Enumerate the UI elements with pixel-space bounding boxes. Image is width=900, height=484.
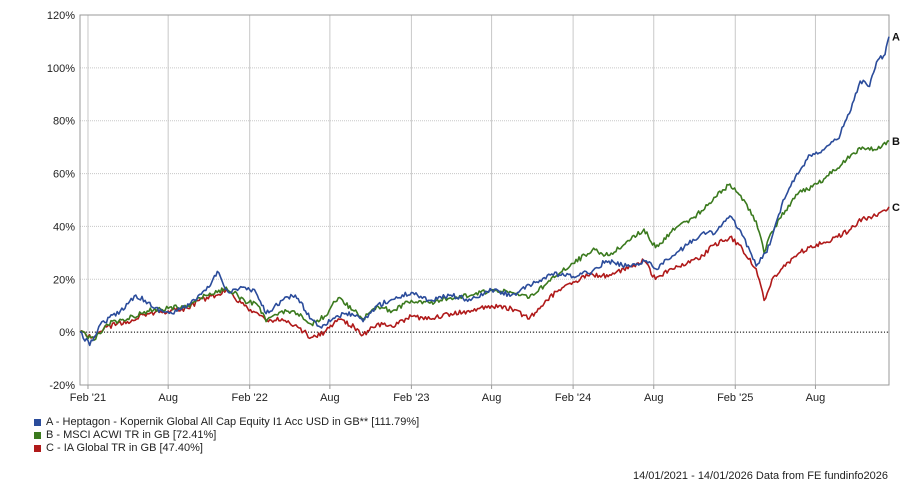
- series-line-a: [79, 36, 890, 347]
- x-tick-label: Aug: [482, 392, 502, 404]
- x-tick-label: Feb '21: [70, 392, 106, 404]
- footer-data-period: 14/01/2021 - 14/01/2026 Data from FE fun…: [632, 470, 888, 482]
- x-tick-label: Feb '25: [717, 392, 753, 404]
- x-tick-label: Feb '22: [232, 392, 268, 404]
- end-label-b: B: [892, 136, 900, 148]
- grid-lines: [80, 14, 889, 386]
- legend-swatch-c: [34, 445, 41, 452]
- x-tick-label: Feb '24: [555, 392, 591, 404]
- x-tick-label: Aug: [644, 392, 664, 404]
- x-axis: Feb '21 Aug Feb '22 Aug Feb '23 Aug Feb '24 Aug…: [70, 385, 825, 404]
- series-line-b: [79, 140, 890, 341]
- series-line-c: [79, 206, 890, 340]
- legend-label-c: C - IA Global TR in GB [47.40%]: [46, 442, 203, 454]
- legend-swatch-b: [34, 432, 41, 439]
- x-tick-label: Feb '23: [393, 392, 429, 404]
- legend-item-b[interactable]: B - MSCI ACWI TR in GB [72.41%]: [34, 429, 419, 442]
- y-tick-label: 40%: [53, 221, 75, 233]
- x-tick-label: Aug: [320, 392, 340, 404]
- y-tick-label: 120%: [47, 10, 75, 22]
- y-tick-label: 100%: [47, 63, 75, 75]
- y-axis: -20% 0% 20% 40% 60% 80% 100% 120%: [47, 10, 75, 392]
- end-label-a: A: [892, 32, 900, 44]
- y-tick-label: 60%: [53, 169, 75, 181]
- legend-swatch-a: [34, 419, 41, 426]
- y-tick-label: 80%: [53, 116, 75, 128]
- y-tick-label: 20%: [53, 274, 75, 286]
- x-tick-label: Aug: [158, 392, 178, 404]
- series-end-labels: C B A: [892, 32, 900, 214]
- legend-label-a: A - Heptagon - Kopernik Global All Cap E…: [46, 416, 420, 428]
- y-tick-label: 0%: [59, 327, 75, 339]
- end-label-c: C: [892, 202, 900, 214]
- legend-item-a[interactable]: A - Heptagon - Kopernik Global All Cap E…: [34, 416, 419, 429]
- legend-label-b: B - MSCI ACWI TR in GB [72.41%]: [46, 429, 217, 441]
- line-chart: -20%0%20%40%60%80%100%120% Feb '21 Aug Feb…: [47, 10, 900, 404]
- legend-item-c[interactable]: C - IA Global TR in GB [47.40%]: [34, 442, 419, 455]
- x-tick-label: Aug: [806, 392, 826, 404]
- y-tick-label: -20%: [49, 380, 75, 392]
- plot-frame: [79, 14, 890, 386]
- legend: A - Heptagon - Kopernik Global All Cap E…: [34, 416, 419, 455]
- series-lines: [79, 36, 890, 347]
